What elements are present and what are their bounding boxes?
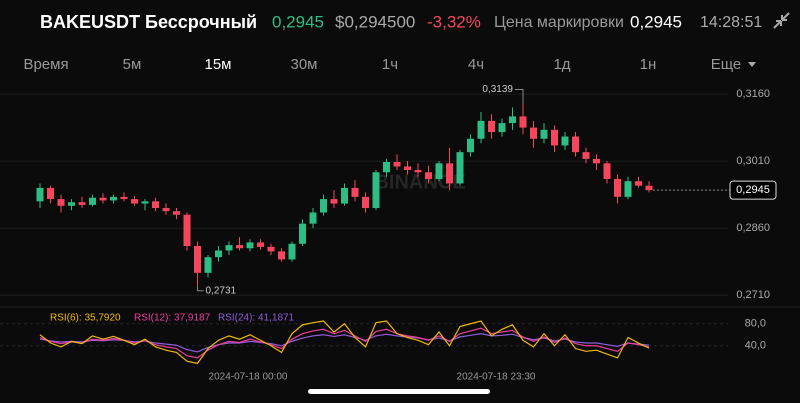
y-tick-label: 0,2710	[736, 289, 770, 301]
candle-body	[572, 136, 579, 153]
candle-body	[299, 223, 306, 244]
candle-body	[57, 199, 65, 206]
last-price-box	[729, 180, 777, 200]
x-tick-label: 2024-07-18 23:30	[457, 372, 536, 383]
candle-body	[498, 123, 506, 133]
candle-body	[204, 257, 212, 273]
candle-body	[372, 172, 380, 209]
candle-body	[236, 245, 243, 249]
candle-body	[414, 170, 422, 173]
clock: 14:28:51	[700, 14, 762, 31]
candle-body	[467, 138, 474, 153]
candle-body	[89, 197, 96, 205]
candle-body	[393, 161, 401, 167]
candle-body	[456, 152, 464, 184]
timeframe-tab[interactable]: 15м	[205, 56, 232, 73]
timeframe-tab[interactable]: 5м	[123, 56, 142, 73]
candle-body	[99, 197, 107, 201]
candle-body	[435, 163, 443, 179]
last-price-label: 0,2945	[736, 184, 770, 196]
y-tick-label: 80,0	[745, 318, 766, 330]
legend-entry: RSI(6): 35,7920	[50, 313, 121, 324]
candle-body	[152, 201, 159, 209]
candle-body	[330, 199, 338, 204]
last-price: 0,2945	[272, 12, 324, 31]
y-tick-label: 0,2860	[736, 222, 770, 234]
candle-body	[551, 129, 558, 146]
timeframe-tab[interactable]: 1ч	[382, 56, 398, 73]
candle-body	[110, 196, 117, 201]
candle-body	[47, 187, 54, 200]
candle-body	[582, 152, 590, 159]
candle-body	[257, 242, 264, 247]
candle-body	[509, 116, 516, 124]
timeframe-tab[interactable]: 1д	[553, 56, 570, 73]
candle-body	[288, 243, 296, 260]
low-leader	[197, 285, 204, 292]
candle-body	[194, 246, 201, 273]
candle-body	[446, 163, 453, 184]
candle-body	[278, 251, 285, 260]
candle-body	[404, 166, 411, 171]
candle-body	[540, 129, 548, 139]
candle-body	[561, 136, 569, 146]
y-tick-label: 40,0	[745, 340, 766, 352]
candle-body	[120, 196, 128, 200]
candle-body	[183, 214, 191, 247]
timeframe-tab[interactable]: Время	[23, 56, 68, 73]
candle-body	[593, 158, 600, 164]
candle-body	[173, 211, 180, 215]
candle-body	[78, 202, 86, 205]
candle-body	[488, 120, 495, 133]
timeframe-tab[interactable]: 30м	[291, 56, 318, 73]
x-tick-label: 2024-07-18 00:00	[209, 372, 288, 383]
timeframe-tab[interactable]: 4ч	[468, 56, 484, 73]
home-indicator	[308, 389, 490, 394]
candle-body	[603, 163, 611, 179]
mark-label: Цена маркировки	[494, 14, 624, 31]
candle-body	[267, 246, 275, 252]
candle-body	[425, 172, 432, 179]
candle-body	[225, 245, 233, 251]
candle-body	[246, 242, 254, 249]
candle-body	[362, 196, 369, 209]
candle-body	[477, 120, 485, 139]
timeframe-tab[interactable]: Еще	[711, 56, 742, 73]
symbol: BAKEUSDT Бессрочный	[40, 12, 257, 32]
mark-price: 0,2945	[630, 12, 682, 31]
y-tick-label: 0,3160	[736, 88, 770, 100]
watermark: BINANCE	[374, 171, 465, 193]
y-tick-label: 0,3010	[736, 155, 770, 167]
candle-body	[141, 201, 149, 204]
candle-body	[131, 199, 138, 204]
candle-body	[341, 187, 348, 204]
candle-body	[351, 187, 359, 197]
legend-entry: RSI(24): 41,1871	[218, 313, 295, 324]
candle-body	[614, 178, 621, 197]
low-label: 0,2731	[206, 285, 237, 296]
usd-price: $0,294500	[335, 12, 415, 31]
candle-body	[645, 185, 653, 191]
change: -3,32%	[427, 12, 481, 31]
candle-body	[68, 202, 75, 206]
legend-entry: RSI(12): 37,9187	[134, 313, 211, 324]
candle-body	[519, 116, 527, 128]
candle-body	[320, 199, 327, 213]
candle-body	[624, 181, 632, 197]
rsi-line	[39, 320, 650, 365]
candle-body	[383, 161, 390, 173]
high-leader	[515, 88, 524, 104]
collapse-icon[interactable]	[773, 12, 790, 29]
candle-body	[215, 250, 222, 258]
candle-body	[309, 212, 317, 224]
candle-body	[162, 208, 170, 212]
high-label: 0,3139	[482, 84, 513, 95]
candle-body	[36, 187, 44, 202]
candle-body	[635, 181, 642, 186]
candle-body	[530, 127, 537, 139]
more-arrow	[748, 62, 756, 67]
timeframe-tab[interactable]: 1н	[640, 56, 657, 73]
